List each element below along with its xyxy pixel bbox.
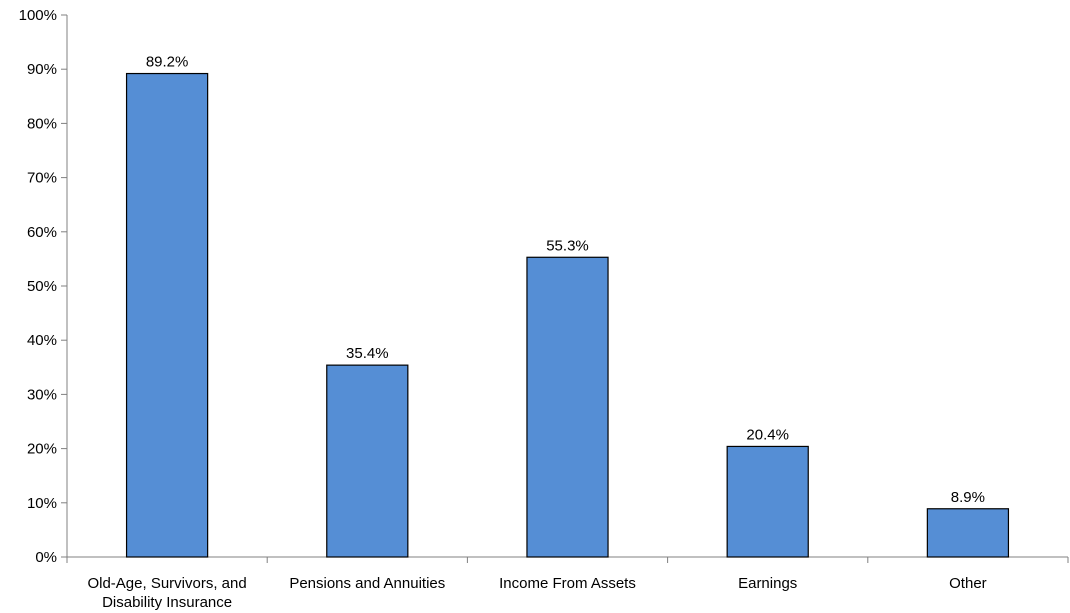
data-label: 8.9% <box>951 489 985 506</box>
data-label: 35.4% <box>346 345 389 362</box>
bars <box>125 72 1010 558</box>
y-tick-label: 30% <box>27 386 57 403</box>
category-labels: Old-Age, Survivors, and Disability Insura… <box>87 575 986 611</box>
data-label: 89.2% <box>146 54 189 71</box>
y-tick-label: 10% <box>27 495 57 512</box>
data-labels: 89.2% 35.4% 55.3% 20.4% 8.9% <box>146 54 985 506</box>
x-axis <box>66 556 1069 563</box>
y-tick-label: 60% <box>27 224 57 241</box>
y-tick-label: 20% <box>27 441 57 458</box>
y-tick-label: 90% <box>27 61 57 78</box>
y-tick-label: 80% <box>27 115 57 132</box>
y-tick-label: 40% <box>27 332 57 349</box>
category-label: Earnings <box>738 575 797 592</box>
y-axis: 0% 10% 20% 30% 40% 50% 60% 70% 80% 90% 100% <box>19 7 68 566</box>
category-label: Disability Insurance <box>102 594 232 611</box>
category-label: Pensions and Annuities <box>289 575 445 592</box>
category-label: Income From Assets <box>499 575 636 592</box>
bar <box>926 508 1010 558</box>
y-tick-label: 70% <box>27 170 57 187</box>
bar <box>125 72 209 558</box>
bar <box>726 445 809 558</box>
y-tick-label: 100% <box>19 7 57 24</box>
data-label: 55.3% <box>546 237 589 254</box>
category-label: Old-Age, Survivors, and <box>87 575 246 592</box>
y-tick-label: 0% <box>35 549 57 566</box>
bar <box>326 364 409 558</box>
data-label: 20.4% <box>746 426 789 443</box>
category-label: Other <box>949 575 987 592</box>
y-tick-label: 50% <box>27 278 57 295</box>
bar <box>526 256 609 558</box>
